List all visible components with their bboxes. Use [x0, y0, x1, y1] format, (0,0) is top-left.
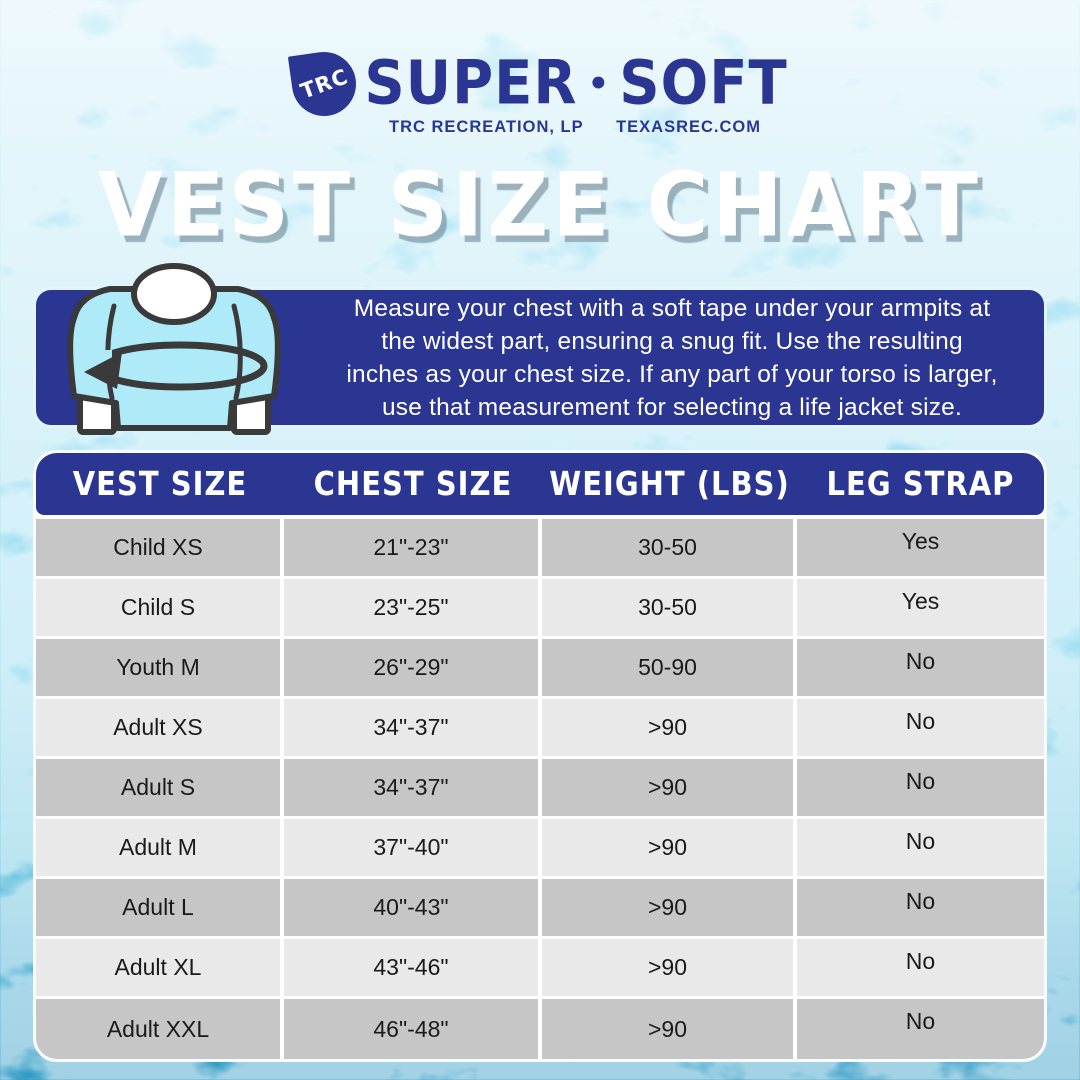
drop-text: TRC: [297, 64, 352, 104]
cell-weight: >90: [542, 819, 794, 876]
cell-weight: 50-90: [542, 639, 794, 696]
cell-weight: >90: [542, 759, 794, 816]
table-row: Adult L 40"-43" >90 No: [36, 879, 1044, 936]
cell-vest-size: Child S: [36, 579, 280, 636]
cell-chest-size: 34"-37": [283, 759, 538, 816]
cell-weight: >90: [542, 699, 794, 756]
table-row: Child XS 21"-23" 30-50 Yes: [36, 519, 1044, 576]
cell-vest-size: Adult XS: [36, 699, 280, 756]
column-header-weight: WEIGHT (LBS): [549, 464, 790, 504]
logo-website: TEXASREC.COM: [616, 118, 761, 136]
instruction-banner: Measure your chest with a soft tape unde…: [33, 263, 1047, 435]
size-chart-table: VEST SIZE CHEST SIZE WEIGHT (LBS) LEG STRAP…: [33, 450, 1047, 1062]
cell-leg-strap: No: [797, 699, 1044, 756]
cell-chest-size: 40"-43": [283, 879, 538, 936]
brand-logo: TRC SUPER • SOFT TRC RECREATION, LP TEXA…: [0, 47, 1080, 137]
logo-word-soft: SOFT: [619, 48, 788, 119]
logo-company-name: TRC RECREATION, LP: [389, 118, 584, 136]
cell-vest-size: Child XS: [36, 519, 280, 576]
instruction-line: inches as your chest size. If any part o…: [346, 360, 998, 388]
column-header-leg-strap: LEG STRAP: [826, 464, 1015, 504]
cell-chest-size: 23"-25": [283, 579, 538, 636]
cell-leg-strap: No: [797, 999, 1044, 1059]
cell-vest-size: Adult XXL: [36, 999, 280, 1059]
table-row: Child S 23"-25" 30-50 Yes: [36, 579, 1044, 636]
cell-chest-size: 26"-29": [283, 639, 538, 696]
table-row: Youth M 26"-29" 50-90 No: [36, 639, 1044, 696]
cell-leg-strap: No: [797, 639, 1044, 696]
shirt-measure-illustration: [36, 263, 316, 435]
cell-vest-size: Adult XL: [36, 939, 280, 996]
logo-word-super: SUPER: [364, 48, 578, 119]
table-body: Child XS 21"-23" 30-50 Yes Child S 23"-25" 30-…: [36, 519, 1044, 1059]
cell-chest-size: 46"-48": [283, 999, 538, 1059]
cell-vest-size: Youth M: [36, 639, 280, 696]
water-drop-icon: TRC: [288, 47, 361, 121]
instruction-text: Measure your chest with a soft tape unde…: [316, 292, 1044, 424]
cell-leg-strap: Yes: [797, 519, 1044, 576]
table-header-row: VEST SIZE CHEST SIZE WEIGHT (LBS) LEG STRAP: [36, 453, 1044, 515]
cell-weight: >90: [542, 939, 794, 996]
instruction-line: Measure your chest with a soft tape unde…: [353, 294, 991, 322]
cell-weight: >90: [542, 999, 794, 1059]
cell-leg-strap: No: [797, 939, 1044, 996]
cell-vest-size: Adult S: [36, 759, 280, 816]
cell-weight: 30-50: [542, 579, 794, 636]
cell-leg-strap: No: [797, 819, 1044, 876]
page-title: VEST SIZE CHART: [98, 153, 982, 257]
shirt-icon: [67, 263, 281, 435]
cell-chest-size: 43"-46": [283, 939, 538, 996]
table-row: Adult XXL 46"-48" >90 No: [36, 999, 1044, 1059]
cell-vest-size: Adult M: [36, 819, 280, 876]
column-header-vest-size: VEST SIZE: [72, 464, 248, 504]
table-row: Adult M 37"-40" >90 No: [36, 819, 1044, 876]
cell-leg-strap: No: [797, 879, 1044, 936]
table-row: Adult XL 43"-46" >90 No: [36, 939, 1044, 996]
cell-chest-size: 21"-23": [283, 519, 538, 576]
cell-chest-size: 34"-37": [283, 699, 538, 756]
cell-chest-size: 37"-40": [283, 819, 538, 876]
cell-leg-strap: No: [797, 759, 1044, 816]
instruction-line: use that measurement for selecting a lif…: [381, 393, 963, 421]
cell-leg-strap: Yes: [797, 579, 1044, 636]
column-header-chest-size: CHEST SIZE: [313, 464, 513, 504]
table-row: Adult S 34"-37" >90 No: [36, 759, 1044, 816]
cell-weight: 30-50: [542, 519, 794, 576]
logo-dot: •: [587, 64, 610, 104]
instruction-line: the widest part, ensuring a snug fit. Us…: [381, 327, 963, 355]
cell-vest-size: Adult L: [36, 879, 280, 936]
table-row: Adult XS 34"-37" >90 No: [36, 699, 1044, 756]
cell-weight: >90: [542, 879, 794, 936]
